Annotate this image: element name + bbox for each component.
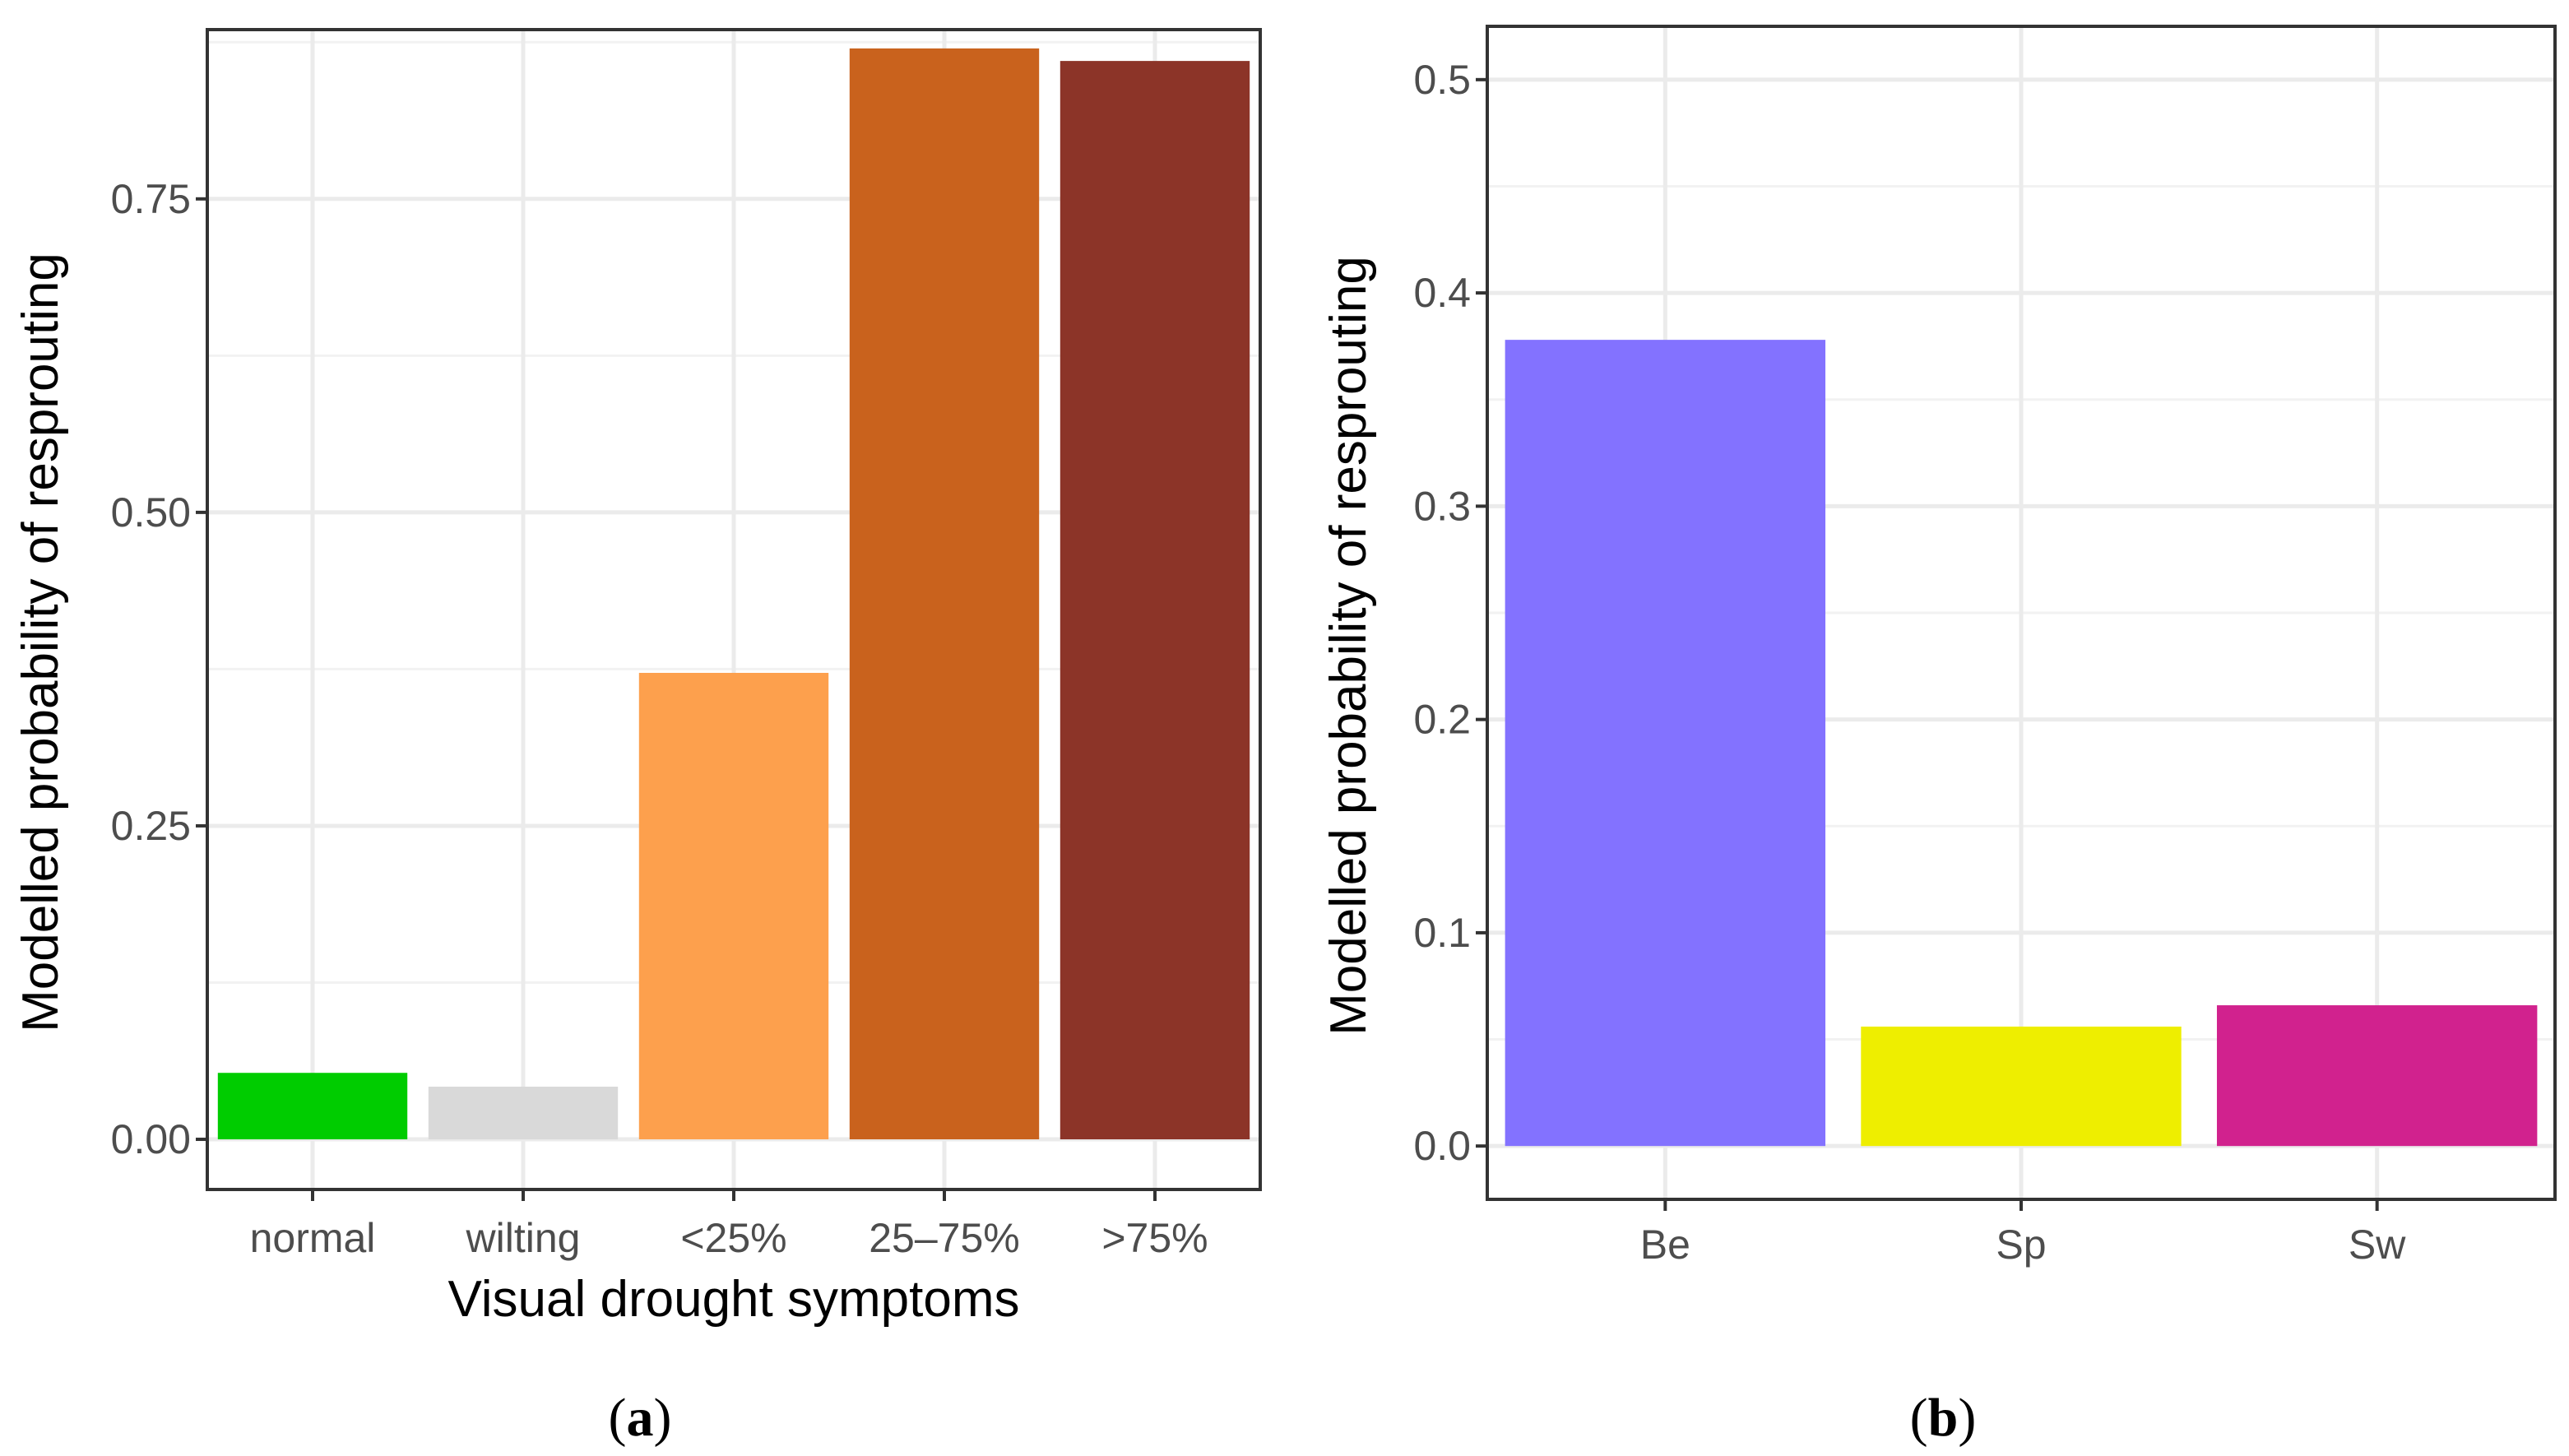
panel-b-label-letter: b xyxy=(1928,1388,1959,1448)
panel-a-y-tick-label: 0.50 xyxy=(111,489,191,536)
panel-b-x-tick-label: Sp xyxy=(1996,1222,2046,1268)
panel-b-y-axis-title: Modelled probability of resprouting xyxy=(1320,256,1377,1036)
panel-b-label-close: ) xyxy=(1958,1388,1976,1448)
panel-b-bar-sw xyxy=(2216,1005,2538,1147)
panel-a-bar-25-75- xyxy=(849,48,1040,1140)
panel-a-x-tick-label: normal xyxy=(250,1215,376,1261)
panel-a-y-tick-label: 0.75 xyxy=(111,176,191,222)
panel-b-x-tick-label: Sw xyxy=(2349,1222,2406,1268)
panel-a-label-letter: a xyxy=(627,1388,654,1448)
panel-a-y-tick-label: 0.00 xyxy=(111,1116,191,1162)
panel-a-label-open: ( xyxy=(609,1388,627,1448)
panel-a-y-tick-label: 0.25 xyxy=(111,803,191,849)
panel-a-label: (a) xyxy=(609,1388,672,1448)
panel-b-y-tick-label: 0.4 xyxy=(1413,270,1471,316)
panel-a-bar--75- xyxy=(1060,61,1250,1140)
panel-a-x-tick-label: 25–75% xyxy=(869,1215,1020,1261)
panel-b-y-tick-label: 0.2 xyxy=(1413,697,1471,743)
panel-a-x-tick-label: <25% xyxy=(680,1215,786,1261)
panel-a-chart: 0.00 0.25 0.50 0.75 normal wilting <25% 25–75% >… xyxy=(12,28,1262,1328)
panel-a-x-axis-title: Visual drought symptoms xyxy=(448,1271,1020,1328)
panel-b-y-tick-label: 0.1 xyxy=(1413,910,1471,956)
panel-a-x-tick-label: wilting xyxy=(466,1215,581,1261)
panel-a-bar--25- xyxy=(638,672,829,1140)
panel-a-y-axis-title: Modelled probability of resprouting xyxy=(12,253,69,1032)
panel-b-y-tick-label: 0.5 xyxy=(1413,57,1471,103)
panel-b-chart: 0.0 0.1 0.2 0.3 0.4 0.5 Be Sp Sw Modelled probabi… xyxy=(1320,25,2557,1268)
panel-b-y-tick-label: 0.0 xyxy=(1413,1123,1471,1169)
panel-b-label: (b) xyxy=(1910,1388,1977,1448)
panel-b-label-open: ( xyxy=(1910,1388,1928,1448)
panel-b-bar-be xyxy=(1505,340,1826,1147)
panel-b-y-tick-label: 0.3 xyxy=(1413,483,1471,529)
panel-b-bar-sp xyxy=(1861,1026,2182,1147)
panel-a-bar-normal xyxy=(217,1073,408,1140)
panel-a-label-close: ) xyxy=(654,1388,672,1448)
panel-a-x-tick-label: >75% xyxy=(1101,1215,1208,1261)
panel-a-bar-wilting xyxy=(428,1087,619,1140)
panel-b-x-tick-label: Be xyxy=(1640,1222,1690,1268)
